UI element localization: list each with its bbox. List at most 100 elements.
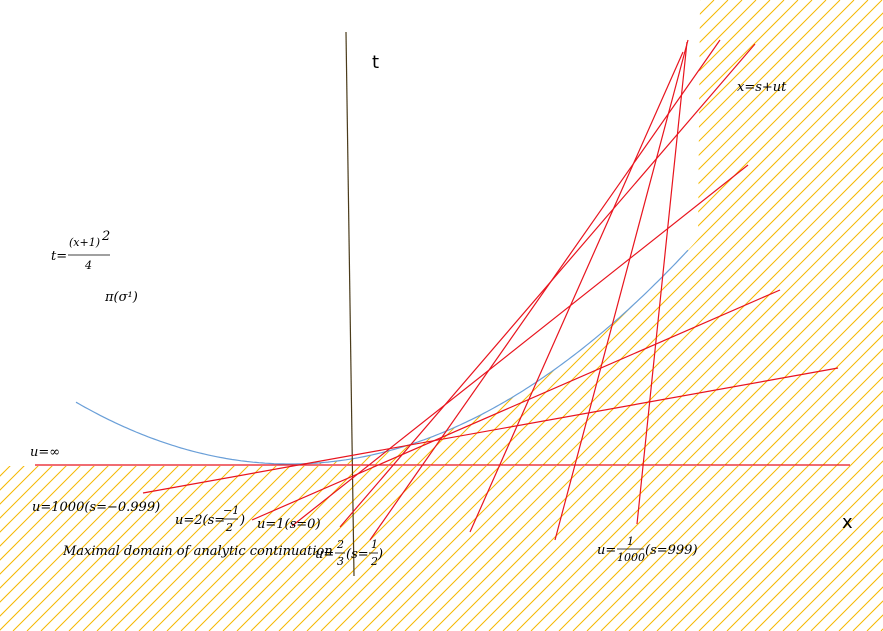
hatch-line	[290, 0, 505, 466]
hatch-line	[320, 466, 487, 631]
hatch-line	[0, 0, 266, 631]
hatch-line	[250, 466, 417, 631]
hatch-line	[558, 0, 883, 466]
hatch-line	[516, 466, 683, 631]
hatch-line	[432, 0, 883, 466]
hatch-line	[418, 0, 883, 466]
hatch-line	[290, 0, 393, 466]
hatch-line	[0, 466, 95, 561]
label-u-23-suffix: )	[377, 547, 383, 562]
hatch-line	[670, 466, 837, 631]
hatch-line	[628, 466, 795, 631]
hatch-line	[0, 0, 70, 631]
hatch-line	[110, 466, 277, 631]
hatch-line	[54, 466, 221, 631]
hatch-line	[0, 0, 266, 631]
hatch-line	[376, 466, 543, 631]
parabola-curve	[75, 249, 689, 465]
label-u-23-prefix: u=	[315, 547, 334, 562]
hatch-line	[502, 466, 669, 631]
line-u-1000	[142, 367, 839, 494]
hatch-line	[0, 0, 196, 631]
hatch-line	[194, 466, 361, 631]
hatch-line	[544, 466, 711, 631]
hatch-line	[68, 466, 235, 631]
hatch-line	[0, 0, 70, 631]
hatch-line	[290, 0, 547, 466]
hatch-line	[796, 0, 883, 466]
hatch-line	[290, 0, 575, 466]
hatch-line	[96, 466, 263, 631]
hatch-line	[290, 0, 337, 466]
line-tangent-steep-2	[554, 39, 689, 541]
label-u-1: u=1(s=0)	[257, 517, 321, 532]
equation-lhs: t=	[51, 249, 67, 264]
hatch-line	[290, 0, 883, 466]
hatch-line	[0, 0, 238, 631]
hatch-line	[614, 466, 781, 631]
hatch-line	[0, 0, 280, 631]
hatch-line	[446, 466, 613, 631]
hatch-line	[376, 0, 883, 466]
label-u-one-thousandth: u= 1 1000 (s=999)	[597, 535, 698, 564]
hatch-line	[530, 0, 883, 466]
hatch-line	[82, 466, 249, 631]
hatch-line	[418, 466, 585, 631]
projection-label: π(σ¹)	[104, 290, 138, 305]
hatch-line	[0, 0, 350, 631]
hatch-line	[460, 0, 883, 466]
hatch-line	[290, 0, 631, 466]
hatch-line	[334, 466, 501, 631]
hatch-line	[0, 0, 182, 631]
hatch-line	[290, 0, 323, 466]
hatch-line	[0, 0, 364, 631]
family-label: x=s+ut	[737, 80, 787, 95]
hatch-line	[0, 0, 168, 631]
hatch-line	[0, 0, 56, 631]
hatch-line	[0, 466, 39, 505]
line-u-large-slope-1	[369, 39, 721, 541]
hatch-line	[516, 0, 883, 466]
hatch-line	[600, 466, 767, 631]
label-u-small-denominator: 1000	[617, 551, 645, 564]
hatch-line	[348, 0, 883, 466]
equation-exponent: 2	[101, 229, 110, 244]
hatch-line	[0, 466, 11, 477]
hatch-line	[488, 0, 883, 466]
hatch-line	[0, 0, 196, 631]
hatch-line	[26, 466, 193, 631]
hatch-line	[0, 466, 123, 589]
hatch-line	[0, 0, 392, 631]
label-u-small-suffix: (s=999)	[645, 543, 698, 558]
hatch-line	[488, 466, 655, 631]
hatch-line	[0, 0, 420, 631]
hatch-line	[0, 0, 14, 631]
hatch-line	[754, 502, 883, 631]
hatch-line	[390, 0, 883, 466]
hatch-line	[0, 0, 378, 631]
hatch-line	[0, 466, 81, 547]
hatch-line	[290, 0, 617, 466]
hatch-line	[460, 466, 627, 631]
hatch-line	[292, 466, 459, 631]
hatch-line	[306, 466, 473, 631]
hatch-line	[0, 0, 140, 631]
hatch-line	[0, 466, 53, 519]
hatch-line	[558, 466, 725, 631]
hatch-line	[222, 466, 389, 631]
hatch-line	[0, 0, 140, 631]
hatch-line	[544, 0, 883, 466]
hatch-line	[166, 466, 333, 631]
hatch-line	[0, 0, 84, 631]
hatch-line	[656, 466, 823, 631]
hatch-line	[0, 0, 294, 631]
hatch-line	[0, 0, 98, 631]
hatch-line	[290, 0, 295, 466]
hatch-line	[0, 0, 448, 631]
label-u-2-suffix: )	[239, 513, 245, 528]
hatch-line	[712, 466, 879, 631]
label-u-small-numerator: 1	[627, 535, 634, 548]
hatch-line	[0, 0, 224, 631]
